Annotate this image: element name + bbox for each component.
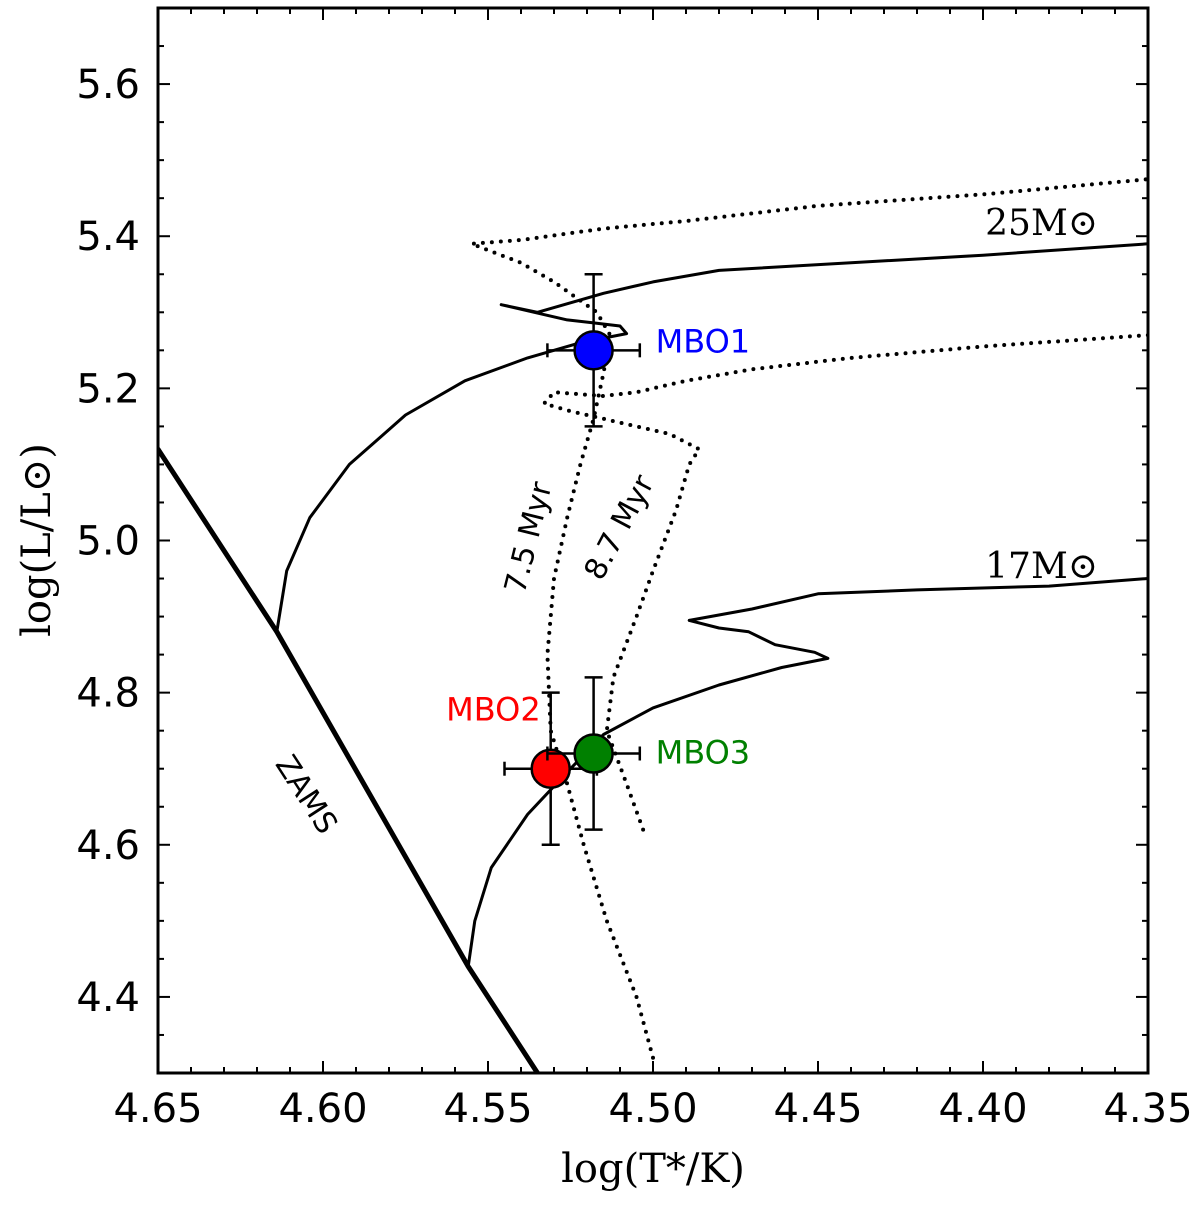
y-tick-label: 5.6 bbox=[76, 62, 140, 108]
star-label-mbo2: MBO2 bbox=[446, 691, 541, 729]
x-axis-title: log(T*/K) bbox=[561, 1146, 745, 1192]
x-tick-label: 4.65 bbox=[113, 1086, 202, 1132]
x-tick-label: 4.60 bbox=[278, 1086, 367, 1132]
star-marker bbox=[573, 733, 614, 774]
star-mbo1 bbox=[546, 273, 642, 428]
x-tick-label: 4.40 bbox=[938, 1086, 1027, 1132]
star-mbo3 bbox=[546, 676, 642, 831]
stars bbox=[503, 273, 642, 847]
isochrone-7.5-myr bbox=[470, 177, 1148, 1060]
isochrone-8.7-myr bbox=[540, 333, 1148, 832]
x-tick-label: 4.45 bbox=[773, 1086, 862, 1132]
label-7.5myr: 7.5 Myr bbox=[498, 478, 560, 597]
label-8.7myr: 8.7 Myr bbox=[578, 469, 662, 586]
label-17msun: 17M⊙ bbox=[985, 546, 1098, 587]
y-tick-label: 4.4 bbox=[76, 975, 140, 1021]
x-tick-label: 4.50 bbox=[608, 1086, 697, 1132]
star-label-mbo1: MBO1 bbox=[656, 322, 751, 360]
label-zams: ZAMS bbox=[268, 749, 344, 840]
evolution-tracks bbox=[158, 242, 1148, 1073]
star-marker bbox=[573, 330, 614, 371]
axis-ticks bbox=[157, 7, 1149, 1074]
x-tick-label: 4.55 bbox=[443, 1086, 532, 1132]
y-tick-label: 5.0 bbox=[76, 519, 140, 565]
track-25m- bbox=[466, 618, 830, 968]
star-labels: MBO1 MBO2 MBO3 bbox=[446, 322, 750, 771]
y-tick-label: 5.2 bbox=[76, 366, 140, 412]
star-label-mbo3: MBO3 bbox=[656, 734, 751, 772]
star-marker bbox=[530, 748, 571, 789]
isochrones bbox=[470, 177, 1148, 1060]
y-tick-label: 4.8 bbox=[76, 671, 140, 717]
axis-tick-labels: 4.65 4.60 4.55 4.50 4.45 4.40 4.35 4.4 4.6 4.8 5.0… bbox=[76, 62, 1192, 1132]
label-25msun: 25M⊙ bbox=[985, 203, 1098, 244]
plot-frame bbox=[156, 6, 1150, 1075]
y-tick-label: 5.4 bbox=[76, 214, 140, 260]
plot-area bbox=[158, 177, 1148, 1073]
y-tick-label: 4.6 bbox=[76, 823, 140, 869]
y-axis-title: log(L/L⊙) bbox=[14, 443, 60, 637]
track-17m- bbox=[687, 577, 1148, 622]
track-zams bbox=[158, 446, 540, 1073]
x-tick-label: 4.35 bbox=[1103, 1086, 1192, 1132]
